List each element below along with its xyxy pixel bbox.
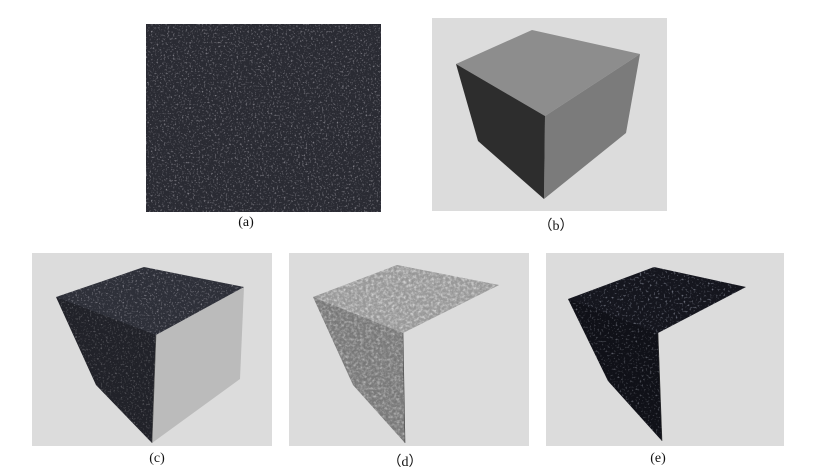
caption-d: （d） [387,455,423,470]
caption-b: （b） [538,219,574,234]
panel-c [32,253,272,446]
caption-a: (a) [238,215,254,230]
bump-cube-render [289,253,529,446]
caption-e: (e) [650,451,666,466]
panel-a [146,24,381,212]
dark-textured-cube-render [32,253,272,446]
panel-b [432,18,667,211]
caption-c: (c) [149,451,165,466]
cube-left-face [456,64,545,199]
plain-cube-render [432,18,667,211]
panel-d [289,253,529,446]
cube-top-face [456,30,640,116]
panel-e [546,253,784,446]
dark-blue-cube-render [546,253,784,446]
cube-right-face [544,54,640,199]
asphalt-texture-image [146,24,381,212]
